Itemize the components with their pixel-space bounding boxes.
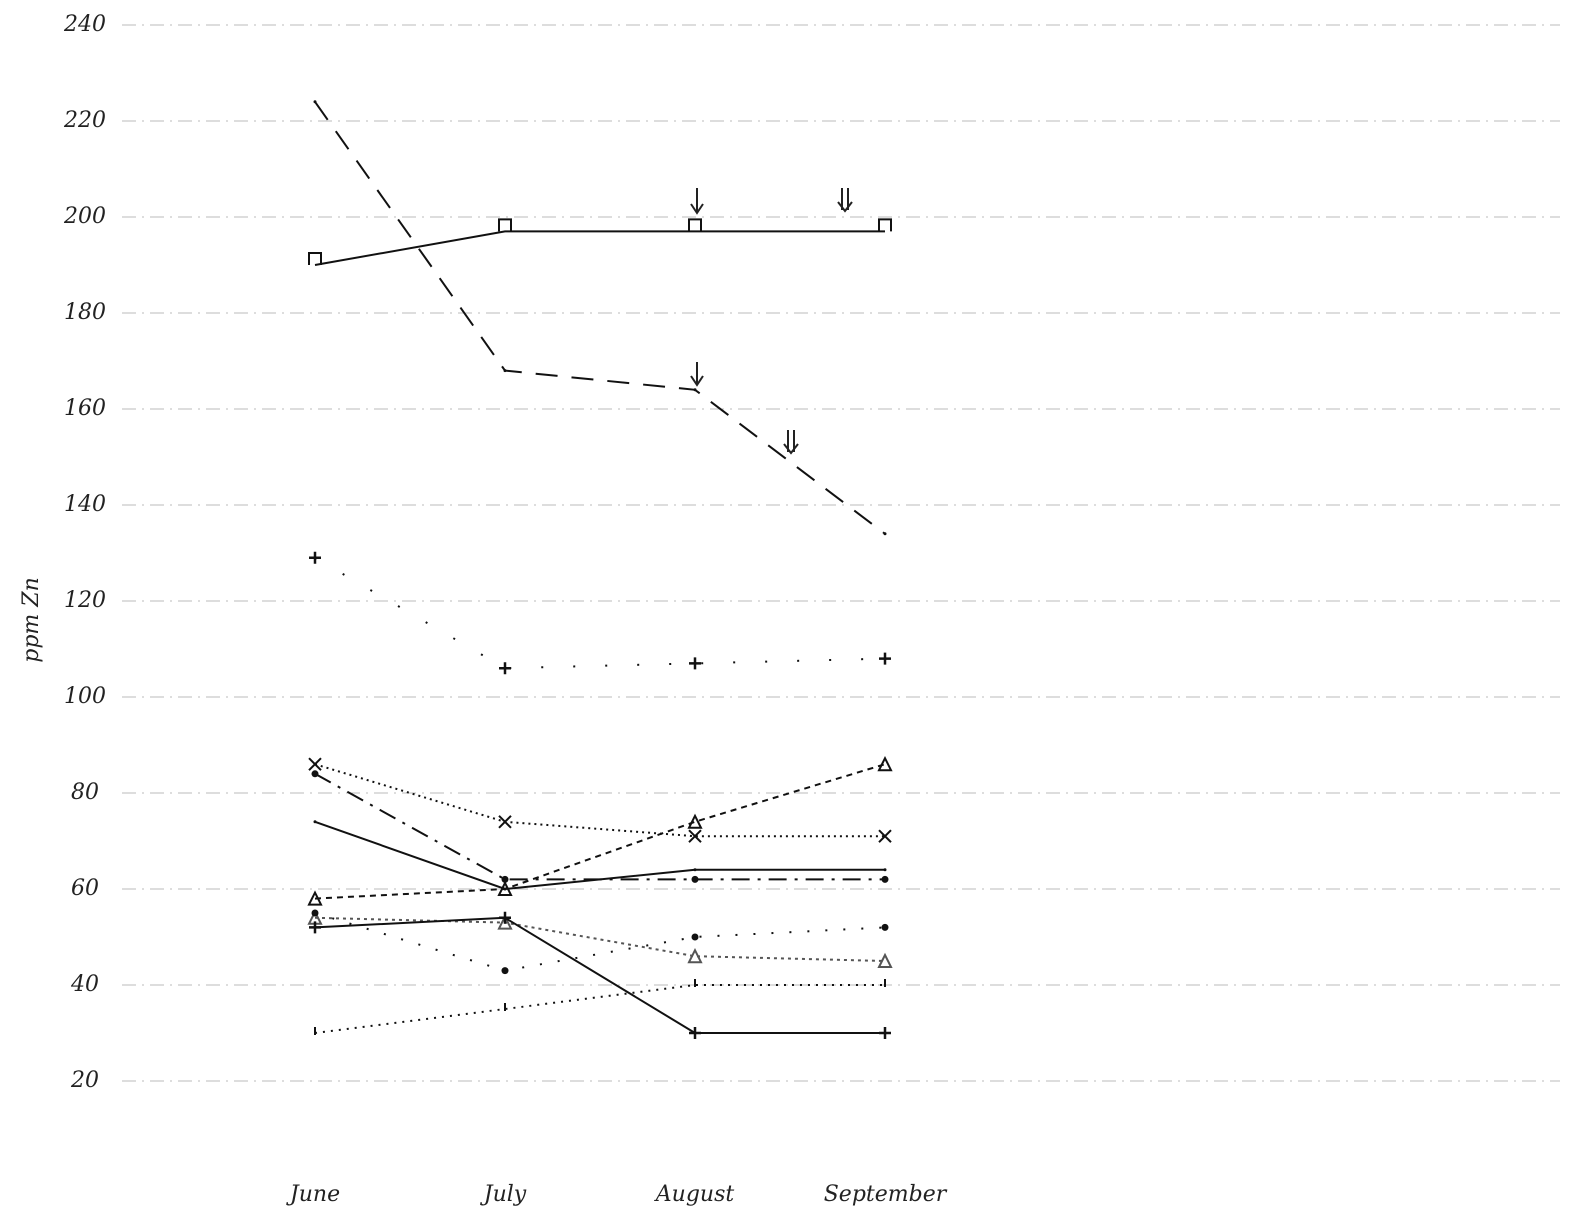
marker	[312, 770, 319, 777]
y-axis-label: ppm Zn	[19, 577, 44, 662]
x-tick-label: September	[824, 1182, 948, 1207]
y-tick-label: 120	[64, 588, 106, 613]
marker	[309, 758, 321, 770]
marker	[312, 910, 319, 917]
marker	[882, 876, 889, 883]
x-tick-label: August	[654, 1182, 735, 1207]
marker	[879, 1027, 891, 1039]
y-tick-label: 220	[63, 108, 106, 133]
marker	[689, 657, 701, 669]
y-tick-label: 140	[64, 492, 106, 517]
y-tick-label: 40	[70, 972, 99, 997]
marker	[504, 369, 507, 372]
series-line	[315, 102, 885, 534]
series-line	[315, 913, 885, 971]
marker	[309, 253, 321, 265]
marker	[314, 100, 317, 103]
y-tick-label: 80	[71, 780, 99, 805]
y-tick-label: 240	[63, 12, 106, 37]
marker	[879, 653, 891, 665]
y-tick-label: 180	[64, 300, 106, 325]
y-tick-label: 20	[70, 1068, 99, 1093]
y-tick-label: 160	[64, 396, 106, 421]
marker	[502, 967, 509, 974]
marker	[499, 912, 511, 924]
series-line	[315, 774, 885, 880]
marker	[879, 830, 891, 842]
marker	[692, 876, 699, 883]
y-tick-label: 60	[71, 876, 99, 901]
marker	[689, 816, 701, 828]
marker	[309, 552, 321, 564]
marker	[694, 388, 697, 391]
marker	[689, 219, 701, 231]
arrows	[691, 188, 852, 453]
chart: ppm Zn 20 40 60 80 100 120 140 160 180 200 220 240 J…	[0, 0, 1587, 1228]
x-tick-label: July	[480, 1182, 527, 1207]
y-tick-label: 200	[63, 204, 106, 229]
marker	[499, 816, 511, 828]
marker	[499, 662, 511, 674]
series-line	[315, 985, 885, 1033]
marker	[314, 820, 317, 823]
x-tick-label: June	[286, 1182, 340, 1207]
marker	[499, 219, 511, 231]
series-line	[315, 918, 885, 1033]
series-line	[315, 764, 885, 836]
marker	[884, 868, 887, 871]
marker	[689, 1027, 701, 1039]
marker	[694, 868, 697, 871]
series-line	[315, 231, 885, 265]
series-line	[315, 558, 885, 668]
marker	[692, 934, 699, 941]
marker	[882, 924, 889, 931]
marker	[879, 758, 891, 770]
series-line	[315, 918, 885, 961]
marker	[879, 219, 891, 231]
y-tick-label: 100	[64, 684, 106, 709]
marker	[884, 532, 887, 535]
